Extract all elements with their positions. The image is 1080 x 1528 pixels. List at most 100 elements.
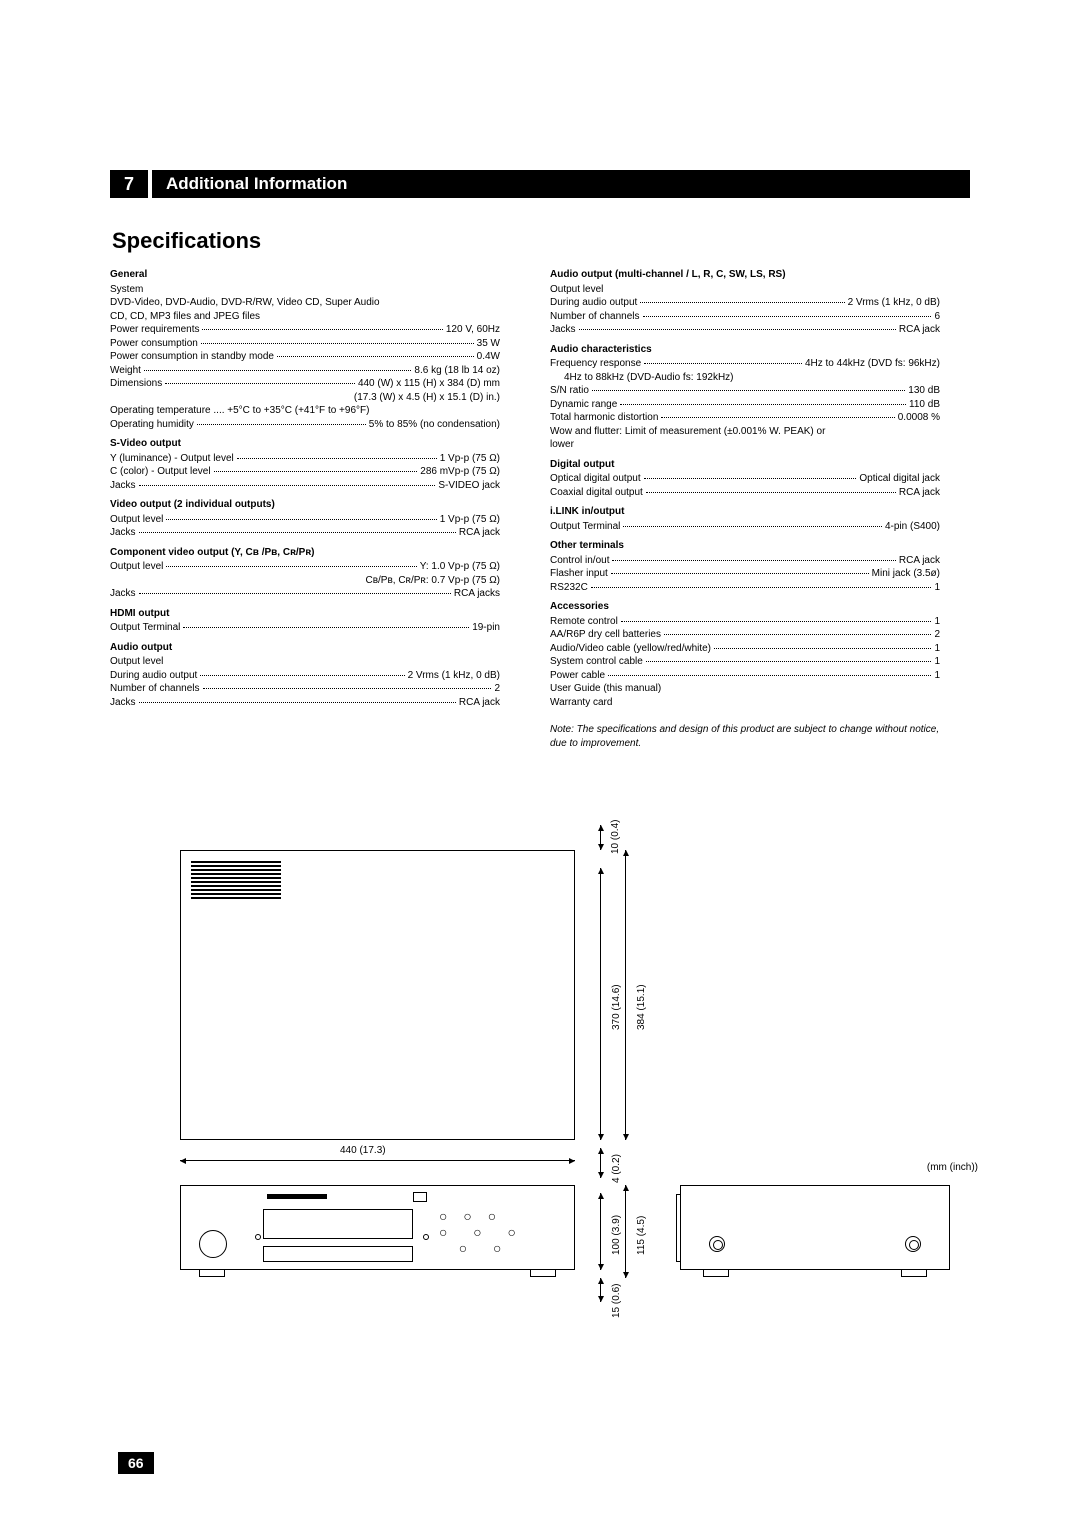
spec-row: Output Terminal4-pin (S400) xyxy=(550,520,940,534)
spec-text: 4Hz to 88kHz (DVD-Audio fs: 192kHz) xyxy=(550,371,940,385)
spec-value: 1 xyxy=(934,655,940,669)
spec-label: Y (luminance) - Output level xyxy=(110,452,234,466)
spec-label: Output level xyxy=(110,513,163,527)
spec-label: System control cable xyxy=(550,655,643,669)
dots-icon xyxy=(277,356,474,357)
dots-icon xyxy=(664,634,931,635)
dots-icon xyxy=(612,560,895,561)
chapter-title: Additional Information xyxy=(152,174,347,194)
spec-value: Mini jack (3.5ø) xyxy=(872,567,940,581)
left-column: GeneralSystemDVD-Video, DVD-Audio, DVD-R… xyxy=(110,268,500,750)
spec-row: Frequency response4Hz to 44kHz (DVD fs: … xyxy=(550,357,940,371)
spec-row: Flasher inputMini jack (3.5ø) xyxy=(550,567,940,581)
dots-icon xyxy=(197,424,366,425)
spec-value: 2 xyxy=(494,682,500,696)
dots-icon xyxy=(237,458,437,459)
spec-value: 6 xyxy=(934,310,940,324)
spec-label: Optical digital output xyxy=(550,472,641,486)
spec-value: S-VIDEO jack xyxy=(438,479,500,493)
dim-arrow xyxy=(600,1148,601,1178)
dots-icon xyxy=(579,329,896,330)
dots-icon xyxy=(166,519,436,520)
spec-value: RCA jack xyxy=(899,323,940,337)
tray-icon xyxy=(413,1192,427,1202)
spec-label: Jacks xyxy=(550,323,576,337)
spec-row: RS232C 1 xyxy=(550,581,940,595)
spec-value: 110 dB xyxy=(909,398,940,412)
spec-columns: GeneralSystemDVD-Video, DVD-Audio, DVD-R… xyxy=(110,268,970,750)
spec-row: JacksRCA jack xyxy=(110,696,500,710)
spec-label: Control in/out xyxy=(550,554,609,568)
dim-arrow xyxy=(600,868,601,1140)
spec-row: Coaxial digital outputRCA jack xyxy=(550,486,940,500)
spec-label: Power requirements xyxy=(110,323,199,337)
screw-icon xyxy=(709,1236,725,1252)
panel-icon xyxy=(263,1246,413,1262)
spec-label: Audio/Video cable (yellow/red/white) xyxy=(550,642,711,656)
spec-row: Weight 8.6 kg (18 lb 14 oz) xyxy=(110,364,500,378)
section-heading: Audio output xyxy=(110,641,500,655)
spec-value: RCA jack xyxy=(899,554,940,568)
button-row-icon: ○ ○ ○○ ○ ○ ○ ○ xyxy=(439,1208,539,1256)
spec-text: Warranty card xyxy=(550,696,940,710)
dots-icon xyxy=(166,566,416,567)
spec-label: Dynamic range xyxy=(550,398,617,412)
spec-label: Number of channels xyxy=(110,682,200,696)
section-heading: HDMI output xyxy=(110,607,500,621)
spec-row: Power consumption in standby mode0.4W xyxy=(110,350,500,364)
spec-value: RCA jack xyxy=(899,486,940,500)
disc-slot-icon xyxy=(267,1194,327,1199)
spec-label: Output level xyxy=(110,560,163,574)
spec-value: 8.6 kg (18 lb 14 oz) xyxy=(414,364,500,378)
spec-value: 0.4W xyxy=(477,350,500,364)
spec-value: 35 W xyxy=(477,337,500,351)
dots-icon xyxy=(644,478,857,479)
spec-value: 4Hz to 44kHz (DVD fs: 96kHz) xyxy=(805,357,940,371)
spec-text: DVD-Video, DVD-Audio, DVD-R/RW, Video CD… xyxy=(110,296,500,310)
spec-label: RS232C xyxy=(550,581,588,595)
section-heading: Video output (2 individual outputs) xyxy=(110,498,500,512)
section-heading: General xyxy=(110,268,500,282)
page-title: Specifications xyxy=(110,228,970,254)
dots-icon xyxy=(623,526,882,527)
spec-value: 1 xyxy=(934,581,940,595)
dim-foot: 15 (0.6) xyxy=(611,1284,622,1318)
dots-icon xyxy=(214,471,418,472)
dots-icon xyxy=(643,316,932,317)
dots-icon xyxy=(201,343,474,344)
section-heading: S-Video output xyxy=(110,437,500,451)
foot-icon xyxy=(901,1269,927,1277)
dim-depth1: 370 (14.6) xyxy=(611,984,622,1030)
screw-icon xyxy=(905,1236,921,1252)
spec-row: During audio output2 Vrms (1 kHz, 0 dB) xyxy=(110,669,500,683)
spec-value: 19-pin xyxy=(472,621,500,635)
spec-value: Optical digital jack xyxy=(859,472,940,486)
spec-value: 286 mVp-p (75 Ω) xyxy=(420,465,500,479)
spec-value: 1 Vp-p (75 Ω) xyxy=(440,452,500,466)
dots-icon xyxy=(608,675,931,676)
spec-row: JacksS-VIDEO jack xyxy=(110,479,500,493)
dim-top-offset: 10 (0.4) xyxy=(610,820,621,854)
dots-icon xyxy=(640,302,844,303)
spec-continuation: (17.3 (W) x 4.5 (H) x 15.1 (D) in.) xyxy=(110,391,500,405)
dim-arrow xyxy=(180,1160,575,1161)
dim-front-h2: 115 (4.5) xyxy=(636,1216,647,1255)
spec-text: Operating temperature .... +5°C to +35°C… xyxy=(110,404,500,418)
spec-text: Output level xyxy=(550,283,940,297)
spec-note: Note: The specifications and design of t… xyxy=(550,723,940,750)
spec-row: System control cable 1 xyxy=(550,655,940,669)
spec-row: Power consumption35 W xyxy=(110,337,500,351)
spec-label: AA/R6P dry cell batteries xyxy=(550,628,661,642)
spec-value: 2 Vrms (1 kHz, 0 dB) xyxy=(408,669,500,683)
dim-arrow xyxy=(600,1193,601,1270)
section-heading: Component video output (Y, Cʙ /Pʙ, Cʀ/Pʀ… xyxy=(110,546,500,560)
dots-icon xyxy=(591,587,932,588)
spec-row: Output level1 Vp-p (75 Ω) xyxy=(110,513,500,527)
dim-width: 440 (17.3) xyxy=(340,1145,386,1156)
section-heading: Audio output (multi-channel / L, R, C, S… xyxy=(550,268,940,282)
section-heading: Digital output xyxy=(550,458,940,472)
spec-label: Weight xyxy=(110,364,141,378)
spec-row: Optical digital output Optical digital ja… xyxy=(550,472,940,486)
knob-icon xyxy=(199,1230,227,1258)
spec-label: Dimensions xyxy=(110,377,162,391)
